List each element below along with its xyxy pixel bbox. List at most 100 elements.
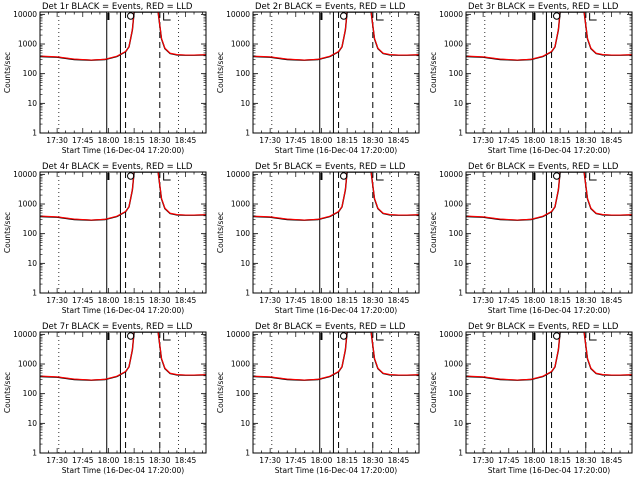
y-tick-label: 10000 — [439, 10, 463, 19]
x-tick-label: 18:00 — [311, 456, 333, 465]
marker-corner — [163, 13, 171, 21]
x-tick-label: 18:15 — [336, 456, 358, 465]
chart-title: Det 9r BLACK = Events, RED = LLD — [468, 322, 619, 332]
x-tick-label: 18:00 — [311, 296, 333, 305]
x-axis-label: Start Time (16-Dec-04 17:20:00) — [275, 306, 397, 315]
y-tick-label: 1000 — [231, 40, 250, 49]
x-tick-label: 18:45 — [175, 296, 197, 305]
y-tick-label: 10 — [453, 419, 463, 428]
marker-corner — [589, 333, 597, 341]
marker-circle — [553, 12, 561, 20]
x-tick-label: 18:00 — [98, 136, 120, 145]
y-axis-label: Counts/sec — [429, 212, 438, 253]
y-tick-label: 10000 — [226, 330, 250, 339]
y-tick-label: 10000 — [13, 170, 37, 179]
chart-panel-1: Det 1r BLACK = Events, RED = LLD 1 10 100 10… — [3, 2, 207, 155]
chart-title: Det 3r BLACK = Events, RED = LLD — [468, 2, 619, 12]
x-tick-label: 18:00 — [524, 456, 546, 465]
x-tick-label: 18:30 — [575, 456, 597, 465]
y-axis-label: Counts/sec — [216, 52, 225, 93]
y-tick-label: 100 — [449, 389, 464, 398]
y-tick-label: 1 — [245, 129, 250, 138]
marker-corner — [589, 173, 597, 181]
x-axis-label: Start Time (16-Dec-04 17:20:00) — [488, 306, 610, 315]
x-tick-label: 17:45 — [72, 456, 94, 465]
chart-panel-8: Det 8r BLACK = Events, RED = LLD 1 10 100 10… — [216, 322, 420, 475]
lld-series-line — [466, 332, 632, 381]
x-tick-label: 18:45 — [601, 296, 623, 305]
x-axis-label: Start Time (16-Dec-04 17:20:00) — [275, 466, 397, 475]
y-tick-label: 1000 — [18, 200, 37, 209]
x-tick-label: 17:45 — [498, 456, 520, 465]
chart-title: Det 2r BLACK = Events, RED = LLD — [255, 2, 406, 12]
marker-corner — [163, 173, 171, 181]
lld-series-line — [40, 332, 206, 381]
x-tick-label: 18:15 — [123, 296, 145, 305]
plot-frame — [465, 171, 633, 294]
x-axis-label: Start Time (16-Dec-04 17:20:00) — [62, 466, 184, 475]
y-tick-label: 1000 — [444, 40, 463, 49]
x-tick-label: 18:30 — [149, 456, 171, 465]
y-tick-label: 100 — [236, 69, 251, 78]
y-tick-label: 10000 — [226, 170, 250, 179]
x-tick-label: 17:30 — [46, 136, 68, 145]
y-tick-label: 10 — [27, 99, 37, 108]
y-tick-label: 1 — [32, 449, 37, 458]
marker-corner — [163, 333, 171, 341]
y-axis-label: Counts/sec — [3, 212, 12, 253]
y-tick-label: 100 — [23, 69, 38, 78]
x-axis-label: Start Time (16-Dec-04 17:20:00) — [488, 466, 610, 475]
y-tick-label: 100 — [449, 69, 464, 78]
y-tick-label: 10 — [453, 99, 463, 108]
y-axis-label: Counts/sec — [429, 52, 438, 93]
x-tick-label: 18:30 — [362, 296, 384, 305]
y-tick-label: 1 — [245, 449, 250, 458]
marker-circle — [127, 332, 135, 340]
plot-frame — [252, 331, 420, 454]
plot-frame — [39, 171, 207, 294]
x-tick-label: 17:30 — [259, 456, 281, 465]
y-tick-label: 1 — [32, 289, 37, 298]
x-axis-label: Start Time (16-Dec-04 17:20:00) — [488, 146, 610, 155]
x-tick-label: 17:45 — [285, 136, 307, 145]
y-tick-label: 10 — [240, 259, 250, 268]
marker-circle — [340, 332, 348, 340]
y-axis-label: Counts/sec — [3, 52, 12, 93]
x-tick-label: 17:45 — [498, 136, 520, 145]
x-tick-label: 18:45 — [388, 296, 410, 305]
x-axis-label: Start Time (16-Dec-04 17:20:00) — [62, 146, 184, 155]
chart-title: Det 6r BLACK = Events, RED = LLD — [468, 162, 619, 172]
marker-corner — [376, 13, 384, 21]
y-tick-label: 100 — [23, 389, 38, 398]
lld-series-line — [466, 172, 632, 221]
y-tick-label: 10 — [240, 99, 250, 108]
x-tick-label: 17:30 — [259, 136, 281, 145]
x-tick-label: 18:15 — [123, 456, 145, 465]
x-tick-label: 18:00 — [98, 456, 120, 465]
x-tick-label: 18:30 — [575, 136, 597, 145]
plot-frame — [465, 11, 633, 134]
x-tick-label: 17:45 — [72, 136, 94, 145]
x-tick-label: 17:30 — [472, 296, 494, 305]
chart-panel-6: Det 6r BLACK = Events, RED = LLD 1 10 100 10… — [429, 162, 633, 315]
chart-title: Det 5r BLACK = Events, RED = LLD — [255, 162, 406, 172]
lld-series-line — [40, 172, 206, 221]
y-tick-label: 10000 — [439, 330, 463, 339]
marker-corner — [376, 173, 384, 181]
x-tick-label: 18:30 — [149, 136, 171, 145]
y-tick-label: 10000 — [13, 10, 37, 19]
x-tick-label: 17:30 — [472, 136, 494, 145]
x-tick-label: 18:30 — [362, 136, 384, 145]
chart-panel-3: Det 3r BLACK = Events, RED = LLD 1 10 100 10… — [429, 2, 633, 155]
x-tick-label: 18:45 — [601, 136, 623, 145]
lld-series-line — [40, 12, 206, 61]
x-tick-label: 18:45 — [175, 136, 197, 145]
marker-circle — [553, 332, 561, 340]
x-tick-label: 18:45 — [388, 136, 410, 145]
lld-series-line — [253, 172, 419, 221]
x-tick-label: 17:30 — [259, 296, 281, 305]
y-tick-label: 10000 — [226, 10, 250, 19]
y-tick-label: 1000 — [18, 360, 37, 369]
chart-panel-5: Det 5r BLACK = Events, RED = LLD 1 10 100 10… — [216, 162, 420, 315]
